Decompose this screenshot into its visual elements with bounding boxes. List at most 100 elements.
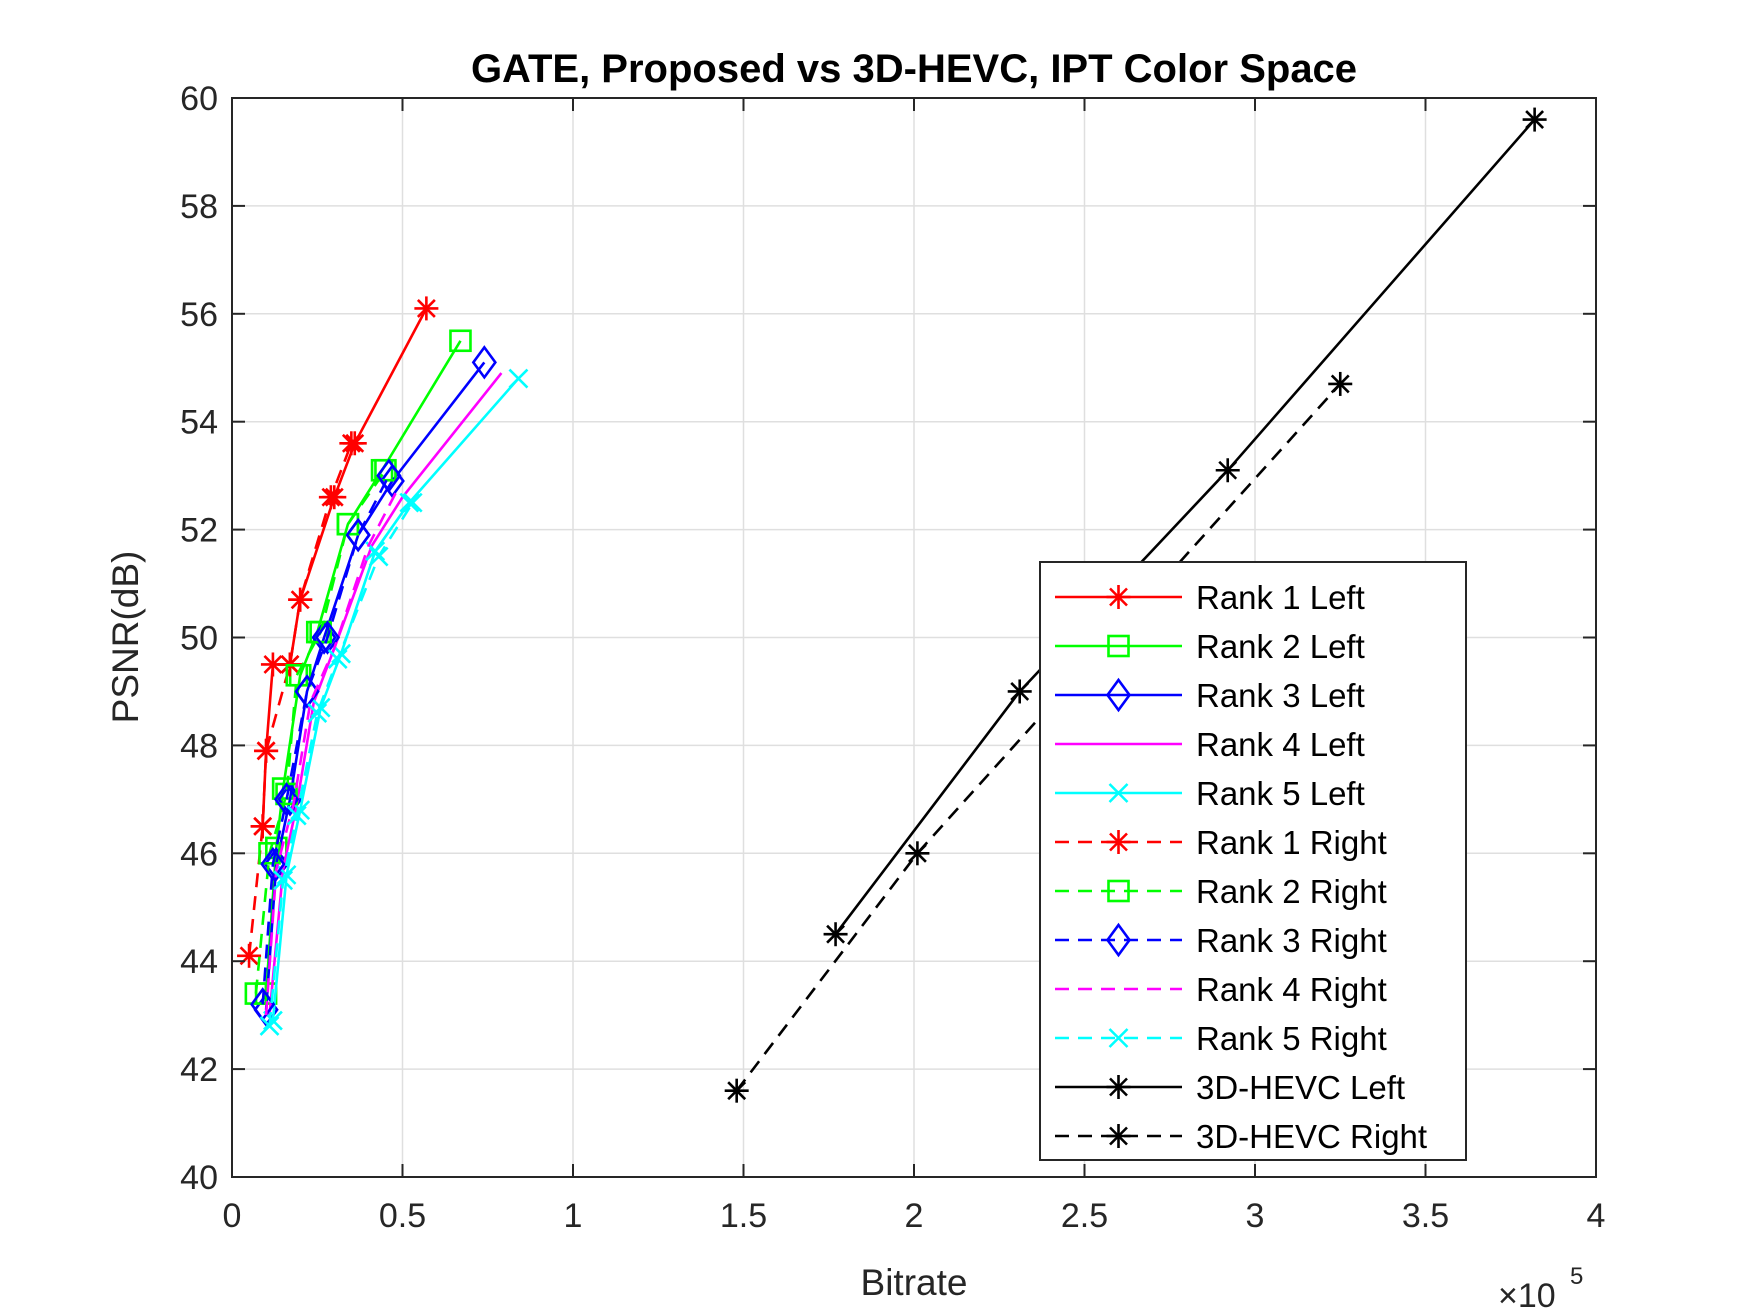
legend-entry-3d-hevc-right: 3D-HEVC Right: [1055, 1118, 1427, 1155]
x-axis-label: Bitrate: [861, 1262, 968, 1303]
legend-label: Rank 5 Left: [1196, 775, 1365, 812]
data-point: [823, 922, 848, 947]
series-3d-hevc-right: [724, 371, 1353, 1103]
y-tick-label: 46: [180, 835, 218, 873]
data-point: [376, 458, 402, 493]
marker-stroke: [263, 1010, 283, 1031]
marker-stroke: [263, 655, 283, 674]
legend-marker: [1105, 677, 1132, 713]
x-tick-label: 4: [1587, 1197, 1606, 1235]
x-tick-label: 1.5: [720, 1197, 767, 1235]
data-point: [259, 1016, 280, 1036]
data-point: [260, 846, 286, 882]
x-exponent-power: 5: [1570, 1263, 1583, 1290]
legend-entry-rank-1-right: Rank 1 Right: [1055, 824, 1387, 861]
data-point: [263, 846, 289, 882]
data-point: [508, 368, 529, 389]
x-tick-label: 3.5: [1402, 1197, 1449, 1235]
legend-entry-rank-2-right: Rank 2 Right: [1055, 873, 1387, 910]
data-point: [1522, 107, 1547, 132]
legend-marker: [1107, 879, 1130, 903]
data-point: [905, 841, 930, 866]
marker-stroke: [321, 487, 341, 507]
marker-stroke: [1218, 460, 1238, 480]
legend-label: Rank 4 Left: [1196, 726, 1365, 763]
data-point: [368, 546, 389, 567]
legend-entry-rank-5-right: Rank 5 Right: [1055, 1020, 1387, 1057]
legend-label: Rank 3 Right: [1196, 922, 1387, 959]
series-line: [268, 372, 503, 1016]
legend-box: [1039, 561, 1467, 1161]
marker-stroke: [1109, 1077, 1128, 1097]
series-rank-4-right: [264, 485, 401, 1016]
marker-stroke: [273, 870, 294, 891]
legend-label: Rank 3 Left: [1196, 677, 1365, 714]
marker-stroke: [1525, 110, 1545, 129]
marker-stroke: [826, 924, 845, 944]
marker-stroke: [399, 492, 420, 513]
legend-entry-rank-2-left: Rank 2 Left: [1055, 628, 1365, 665]
legend-marker: [1108, 783, 1129, 803]
legend-label: Rank 1 Left: [1196, 579, 1365, 616]
marker-stroke: [1108, 783, 1129, 803]
marker-stroke: [1109, 832, 1128, 852]
legend-label: Rank 4 Right: [1196, 971, 1387, 1008]
marker-stroke: [1109, 1126, 1128, 1146]
y-tick-label: 54: [180, 404, 218, 442]
legend-entry-rank-5-left: Rank 5 Left: [1055, 775, 1365, 812]
marker-stroke: [1108, 1028, 1129, 1048]
marker-stroke: [290, 590, 310, 610]
legend-label: Rank 1 Right: [1196, 824, 1387, 861]
y-tick-label: 40: [180, 1159, 218, 1197]
data-point: [724, 1078, 749, 1103]
marker-stroke: [368, 546, 389, 567]
y-tick-label: 44: [180, 943, 218, 981]
marker-stroke: [307, 703, 328, 723]
y-tick-label: 50: [180, 620, 218, 658]
legend-label: Rank 5 Right: [1196, 1020, 1387, 1057]
data-point: [260, 652, 285, 677]
data-point: [1007, 679, 1032, 704]
marker-stroke: [276, 864, 297, 885]
legend-marker: [1106, 1075, 1131, 1099]
y-tick-label: 58: [180, 188, 218, 226]
data-point: [1328, 371, 1353, 396]
data-point: [1215, 458, 1240, 483]
y-tick-label: 48: [180, 727, 218, 765]
marker-stroke: [256, 741, 276, 761]
data-point: [345, 517, 371, 553]
x-tick-label: 2: [905, 1197, 924, 1235]
legend-marker: [1106, 585, 1131, 609]
y-tick-label: 42: [180, 1051, 218, 1089]
marker-stroke: [327, 649, 348, 669]
legend-entry-rank-3-right: Rank 3 Right: [1055, 922, 1387, 959]
series-rank-5-right: [259, 492, 423, 1036]
marker-stroke: [402, 492, 423, 513]
data-point: [318, 485, 343, 510]
marker-stroke: [253, 816, 273, 836]
legend-entry-rank-3-left: Rank 3 Left: [1055, 677, 1365, 714]
marker-stroke: [1330, 374, 1350, 394]
data-point: [449, 329, 472, 353]
x-tick-label: 3: [1246, 1197, 1265, 1235]
series-rank-4-left: [268, 372, 503, 1016]
legend-entry-rank-1-left: Rank 1 Left: [1055, 579, 1365, 616]
legend-entry-rank-4-right: Rank 4 Right: [1055, 971, 1387, 1008]
data-point: [273, 870, 294, 891]
legend-entry-3d-hevc-left: 3D-HEVC Left: [1055, 1069, 1405, 1106]
series-rank-3-right: [250, 458, 402, 1022]
legend-label: Rank 2 Right: [1196, 873, 1387, 910]
y-tick-label: 60: [180, 80, 218, 118]
data-point: [254, 738, 279, 763]
marker-stroke: [1109, 587, 1128, 607]
ticks: 0 0.5 1 1.5 2 2.5 3 3.5 4 40 42 44 46 48 50 52 54 56 58 60: [180, 80, 1605, 1235]
marker-stroke: [365, 541, 386, 562]
data-point: [402, 492, 423, 513]
x-tick-label: 0.5: [379, 1197, 426, 1235]
data-point: [399, 492, 420, 513]
series-rank-1-right: [237, 431, 364, 968]
data-point: [288, 587, 313, 612]
chart-title: GATE, Proposed vs 3D-HEVC, IPT Color Spa…: [471, 47, 1357, 91]
data-point: [250, 814, 275, 839]
